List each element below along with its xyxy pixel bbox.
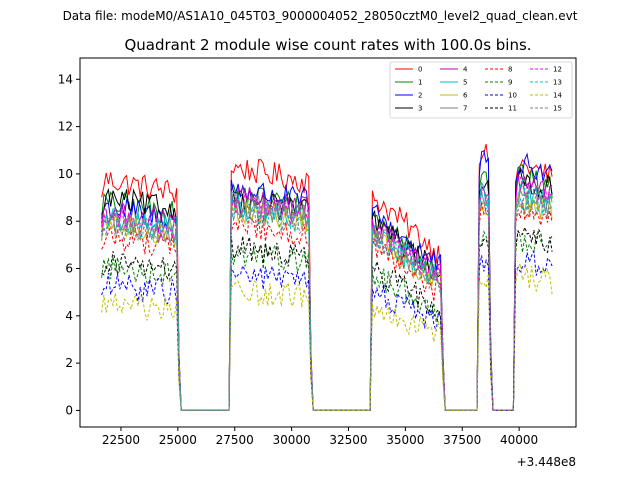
plot-area xyxy=(101,143,553,411)
x-offset-label: +3.448e8 xyxy=(517,455,576,469)
legend-label-9: 9 xyxy=(508,79,512,87)
x-tick-label: 32500 xyxy=(329,433,367,447)
suptitle: Data file: modeM0/AS1A10_045T03_90000040… xyxy=(63,9,578,23)
axes-frame xyxy=(79,57,577,428)
y-tick-label: 6 xyxy=(65,262,73,276)
y-axis: 0 2 4 6 8 10 12 14 xyxy=(58,72,80,417)
x-tick-label: 30000 xyxy=(273,433,311,447)
y-tick-label: 12 xyxy=(58,120,73,134)
legend-label-3: 3 xyxy=(418,105,422,113)
x-tick-label: 22500 xyxy=(102,433,140,447)
legend-label-7: 7 xyxy=(463,105,467,113)
x-axis: 22500 25000 27500 30000 32500 35000 37500 40000 xyxy=(102,427,538,447)
legend-label-6: 6 xyxy=(463,92,468,100)
legend-label-13: 13 xyxy=(553,79,562,87)
x-tick-label: 27500 xyxy=(216,433,254,447)
y-tick-label: 0 xyxy=(65,403,73,417)
x-tick-label: 37500 xyxy=(443,433,481,447)
legend-label-2: 2 xyxy=(418,92,422,100)
y-tick-label: 8 xyxy=(65,214,73,228)
x-tick-label: 25000 xyxy=(159,433,197,447)
series-line-15 xyxy=(101,194,553,411)
legend-label-10: 10 xyxy=(508,92,517,100)
legend-label-11: 11 xyxy=(508,105,517,113)
x-tick-label: 40000 xyxy=(500,433,538,447)
y-tick-label: 4 xyxy=(65,309,73,323)
legend-label-1: 1 xyxy=(418,79,422,87)
chart-title: Quadrant 2 module wise count rates with … xyxy=(124,36,531,54)
legend-frame xyxy=(389,61,573,119)
y-tick-label: 2 xyxy=(65,356,73,370)
legend-label-0: 0 xyxy=(418,66,422,74)
legend-label-4: 4 xyxy=(463,66,468,74)
legend-label-5: 5 xyxy=(463,79,467,87)
legend-label-15: 15 xyxy=(553,105,562,113)
x-tick-label: 35000 xyxy=(386,433,424,447)
y-tick-label: 10 xyxy=(58,167,73,181)
legend-label-14: 14 xyxy=(553,92,562,100)
legend-label-8: 8 xyxy=(508,66,512,74)
y-tick-label: 14 xyxy=(58,72,73,86)
legend-label-12: 12 xyxy=(553,66,562,74)
